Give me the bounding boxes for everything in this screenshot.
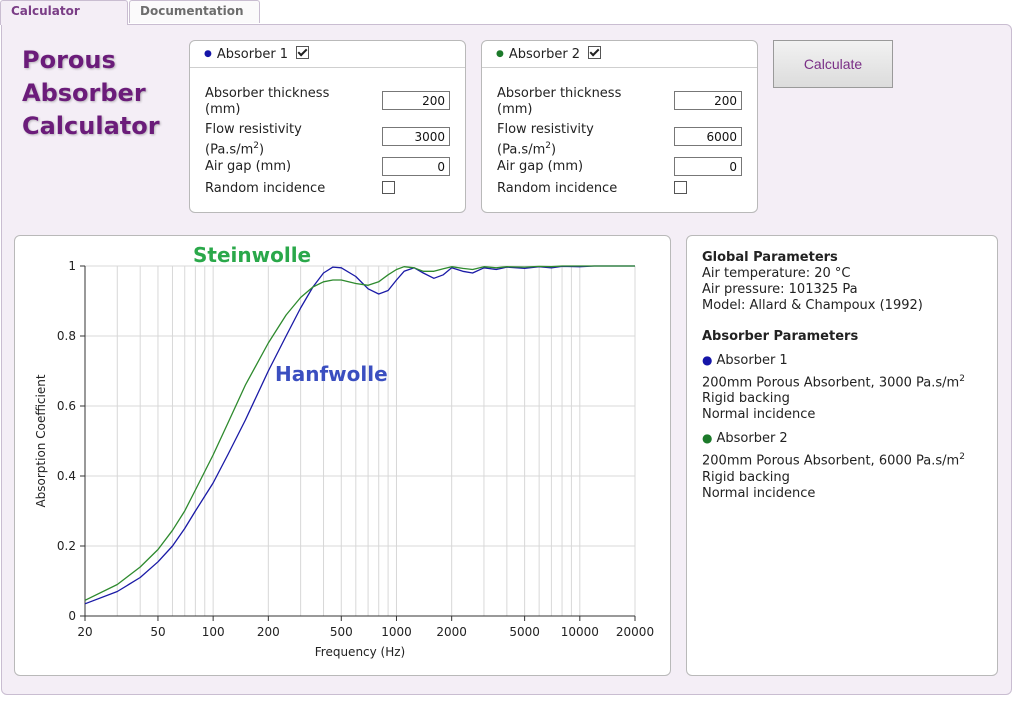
- x-tick-label: 20000: [616, 625, 654, 639]
- calculate-button[interactable]: Calculate: [773, 40, 893, 88]
- absorber-2-desc-sup: 2: [959, 452, 965, 463]
- app-title-line: Calculator: [22, 112, 160, 140]
- thickness-label-line: Absorber thickness: [497, 86, 622, 101]
- thickness-label-unit: (mm): [205, 102, 241, 117]
- chart-panel: 0 0.2 0.4 0.6 0.8 1 20 50 100 200 500 1000 2000 5000 1…: [14, 235, 671, 676]
- air-pressure-text: Air pressure: 101325 Pa: [702, 282, 858, 297]
- air-temperature-text: Air temperature: 20 °C: [702, 266, 851, 281]
- thickness-label-unit: (mm): [497, 102, 533, 117]
- absorber-2-info-title: ● Absorber 2: [702, 430, 997, 447]
- x-tick-label: 100: [202, 625, 225, 639]
- absorber-2-enable-checkbox[interactable]: [588, 46, 602, 59]
- flow-label-line: Flow resistivity: [497, 122, 594, 137]
- tab-bar: Calculator Documentation: [0, 0, 1017, 25]
- absorber-2-backing: Rigid backing: [702, 469, 790, 485]
- x-tick-label: 50: [150, 625, 165, 639]
- absorber-1-desc-text: 200mm Porous Absorbent, 3000 Pa.s/m: [702, 375, 960, 391]
- y-tick-label: 0.6: [57, 399, 76, 413]
- absorber-2-incidence: Normal incidence: [702, 485, 816, 501]
- absorber-2-info-label: Absorber 2: [716, 431, 788, 447]
- absorber-1-info-title: ● Absorber 1: [702, 352, 997, 369]
- flow-label-sup: 2: [545, 141, 551, 151]
- absorber-2-header: ● Absorber 2: [482, 41, 757, 68]
- absorber-2-info-desc: 200mm Porous Absorbent, 6000 Pa.s/m2: [702, 449, 997, 469]
- tab-documentation[interactable]: Documentation: [129, 0, 260, 23]
- flow-resistivity-label: Flow resistivity (Pa.s/m2): [497, 122, 594, 158]
- absorber-1-title: Absorber 1: [216, 47, 289, 62]
- absorber-1-panel: ● Absorber 1 Absorber thickness (mm) Flow…: [189, 40, 466, 213]
- x-tick-label: 5000: [509, 625, 540, 639]
- absorber-1-backing: Rigid backing: [702, 391, 790, 407]
- absorber-2-desc-text: 200mm Porous Absorbent, 6000 Pa.s/m: [702, 453, 960, 469]
- flow-label-line: Flow resistivity: [205, 122, 302, 137]
- flow-label-unit: (Pa.s/m: [205, 142, 254, 158]
- flow-label-close: ): [258, 142, 265, 158]
- thickness-label-line: Absorber thickness: [205, 86, 330, 101]
- x-tick-label: 10000: [561, 625, 599, 639]
- tab-calculator[interactable]: Calculator: [0, 0, 128, 25]
- model-text: Model: Allard & Champoux (1992): [702, 298, 923, 313]
- absorber-2-title: Absorber 2: [508, 47, 581, 62]
- absorber-parameters-heading: Absorber Parameters: [702, 329, 859, 344]
- absorber-2-random-checkbox[interactable]: [674, 181, 687, 194]
- absorption-chart: 0 0.2 0.4 0.6 0.8 1 20 50 100 200 500 1000 2000 5000 1…: [34, 243, 654, 659]
- y-tick-label: 0.8: [57, 329, 76, 343]
- global-parameters-heading: Global Parameters: [702, 250, 838, 265]
- parameters-panel: Global Parameters Air temperature: 20 °C…: [686, 235, 998, 676]
- series-line-2: [84, 265, 635, 601]
- absorber-1-enable-checkbox[interactable]: [296, 46, 310, 59]
- x-tick-label: 20: [77, 625, 92, 639]
- x-axis-label: Frequency (Hz): [315, 645, 406, 659]
- absorber-1-desc-sup: 2: [959, 374, 965, 384]
- y-tick-label: 1: [68, 259, 76, 273]
- flow-label-close: ): [550, 142, 557, 158]
- absorber-2-thickness-input[interactable]: [674, 91, 742, 110]
- y-tick-label: 0.4: [57, 469, 76, 483]
- blue-dot-icon: ●: [204, 49, 212, 59]
- flow-label-unit: (Pa.s/m: [497, 142, 546, 158]
- app-title-line: Absorber: [22, 79, 146, 107]
- thickness-label: Absorber thickness (mm): [205, 86, 329, 118]
- absorber-1-info-label: Absorber 1: [716, 353, 788, 368]
- annotation-label: Steinwolle: [193, 243, 311, 267]
- absorber-2-airgap-input[interactable]: [674, 157, 742, 176]
- absorber-1-airgap-input[interactable]: [382, 157, 450, 176]
- app-title: Porous Absorber Calculator: [22, 44, 182, 143]
- random-incidence-label: Random incidence: [497, 181, 618, 196]
- absorber-1-random-checkbox[interactable]: [382, 181, 395, 194]
- absorber-2-panel: ● Absorber 2 Absorber thickness (mm) Flow…: [481, 40, 758, 213]
- airgap-label: Air gap (mm): [497, 159, 584, 174]
- green-dot-icon: ●: [702, 431, 713, 446]
- airgap-label: Air gap (mm): [205, 159, 292, 174]
- x-tick-label: 500: [330, 625, 353, 639]
- x-tick-label: 2000: [436, 625, 467, 639]
- app-title-line: Porous: [22, 46, 116, 74]
- absorber-1-thickness-input[interactable]: [382, 91, 450, 110]
- absorber-2-flow-input[interactable]: [674, 127, 742, 146]
- blue-dot-icon: ●: [702, 353, 713, 367]
- y-tick-label: 0.2: [57, 539, 76, 553]
- absorber-1-info-desc: 200mm Porous Absorbent, 3000 Pa.s/m2: [702, 371, 997, 391]
- flow-label-sup: 2: [253, 141, 259, 151]
- y-axis-label: Absorption Coefficient: [34, 374, 48, 507]
- y-tick-label: 0: [68, 609, 76, 623]
- absorber-1-header: ● Absorber 1: [190, 41, 465, 68]
- random-incidence-label: Random incidence: [205, 181, 326, 196]
- x-tick-label: 200: [257, 625, 280, 639]
- series-line-1: [84, 265, 635, 605]
- flow-resistivity-label: Flow resistivity (Pa.s/m2): [205, 122, 302, 158]
- absorber-1-flow-input[interactable]: [382, 127, 450, 146]
- green-dot-icon: ●: [496, 49, 504, 59]
- absorber-1-incidence: Normal incidence: [702, 407, 816, 423]
- thickness-label: Absorber thickness (mm): [497, 86, 621, 118]
- annotation-label: Hanfwolle: [275, 362, 388, 386]
- x-tick-label: 1000: [381, 625, 412, 639]
